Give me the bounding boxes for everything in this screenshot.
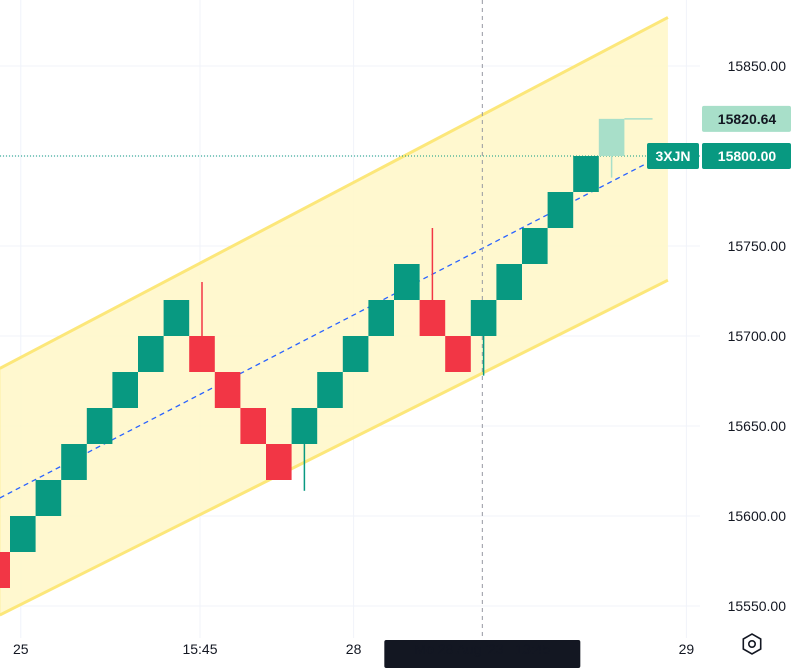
brick-up bbox=[138, 336, 164, 372]
price-badges: 15820.64 3XJN 15800.00 bbox=[647, 105, 791, 169]
hexagon-gear-icon[interactable] bbox=[742, 633, 762, 655]
projected-price-badge bbox=[702, 105, 791, 132]
renko-bricks bbox=[0, 118, 625, 588]
regression-channel[interactable] bbox=[0, 16, 669, 617]
brick-up bbox=[317, 372, 343, 408]
brick-up bbox=[61, 444, 87, 480]
y-tick-label: 15650.00 bbox=[728, 418, 787, 434]
projected-price-label: 15820.64 bbox=[718, 111, 777, 127]
channel-fill bbox=[0, 17, 668, 615]
x-tick-label: 29 bbox=[679, 641, 695, 657]
brick-down bbox=[266, 444, 292, 480]
brick-down bbox=[0, 552, 10, 588]
brick-up bbox=[522, 228, 548, 264]
brick-up bbox=[573, 156, 599, 192]
channel-upper-line[interactable] bbox=[0, 16, 669, 370]
brick-up bbox=[470, 300, 497, 336]
brick-down bbox=[240, 408, 266, 444]
y-axis[interactable]: 15850.00 15750.00 15700.00 15650.00 15600.00… bbox=[700, 0, 805, 638]
brick-down bbox=[419, 300, 446, 336]
y-axis-background bbox=[700, 0, 805, 638]
brick-up bbox=[368, 300, 394, 336]
channel-lower-line[interactable] bbox=[0, 278, 669, 617]
brick-up bbox=[35, 480, 62, 516]
brick-up bbox=[496, 264, 522, 300]
y-tick-label: 15700.00 bbox=[728, 328, 787, 344]
x-axis[interactable]: 25 15:45 28 29 Mo 28 Aug '23 13:45 bbox=[0, 638, 805, 668]
brick-up bbox=[291, 408, 318, 444]
brick-up bbox=[598, 118, 625, 156]
brick-up bbox=[10, 516, 36, 552]
brick-up bbox=[394, 264, 420, 300]
y-tick-label: 15600.00 bbox=[728, 508, 787, 524]
crosshair-date-badge bbox=[384, 640, 581, 668]
brick-up bbox=[163, 300, 190, 336]
x-tick-label: 25 bbox=[13, 641, 29, 657]
x-tick-label: 28 bbox=[346, 641, 362, 657]
y-tick-label: 15750.00 bbox=[728, 238, 787, 254]
brick-down bbox=[445, 336, 471, 372]
brick-up bbox=[112, 372, 138, 408]
crosshair-date-label: Mo 28 Aug '23 13:45 bbox=[414, 641, 550, 657]
y-tick-label: 15850.00 bbox=[728, 58, 787, 74]
brick-down bbox=[189, 336, 215, 372]
symbol-badge bbox=[647, 143, 699, 169]
x-tick-label: 15:45 bbox=[182, 641, 217, 657]
brick-up bbox=[342, 336, 369, 372]
last-price-label: 15800.00 bbox=[718, 148, 777, 164]
price-lines bbox=[0, 118, 700, 157]
last-price-badge bbox=[702, 143, 791, 169]
settings-button[interactable] bbox=[742, 633, 762, 655]
symbol-label: 3XJN bbox=[655, 148, 690, 164]
brick-down bbox=[214, 372, 241, 408]
brick-up bbox=[547, 192, 574, 228]
brick-up bbox=[86, 408, 113, 444]
gear-center bbox=[747, 639, 756, 648]
y-tick-label: 15550.00 bbox=[728, 598, 787, 614]
